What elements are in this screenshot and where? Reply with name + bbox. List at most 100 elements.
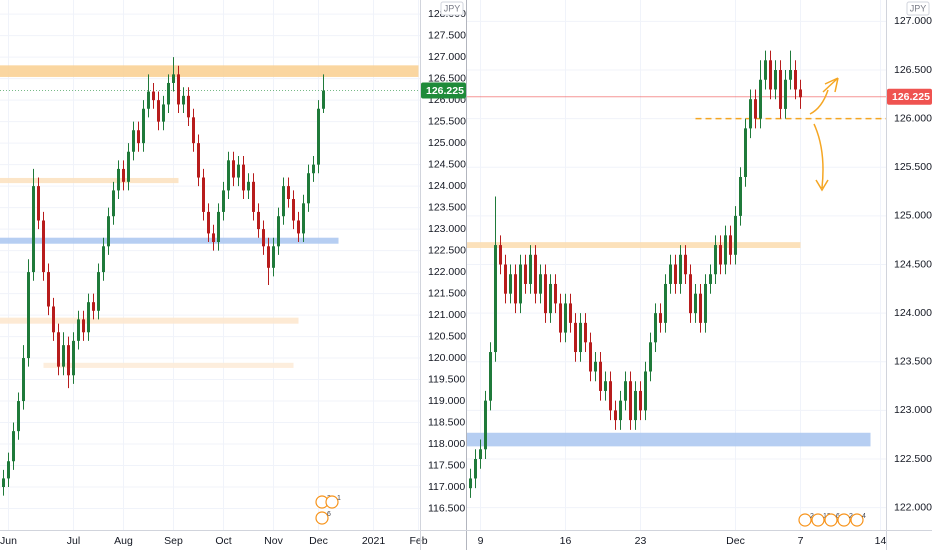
y-tick-label: 122.000 bbox=[428, 266, 466, 278]
y-tick-label: 123.000 bbox=[894, 404, 932, 416]
candle-body bbox=[729, 235, 732, 255]
candle-body bbox=[257, 211, 260, 230]
candle-body bbox=[292, 199, 295, 221]
candle-body bbox=[282, 186, 285, 217]
y-tick-label: 126.000 bbox=[894, 112, 932, 124]
event-count: 6 bbox=[327, 511, 331, 518]
candle-body bbox=[634, 390, 637, 421]
unit-label: JPY bbox=[444, 3, 461, 13]
x-tick-label: Dec bbox=[726, 535, 745, 547]
candle-body bbox=[579, 322, 582, 353]
candle-body bbox=[514, 274, 517, 304]
candle-body bbox=[629, 381, 632, 421]
x-tick-label: 16 bbox=[560, 535, 572, 547]
candle-body bbox=[147, 91, 150, 109]
candle-body bbox=[739, 176, 742, 216]
arrow-down bbox=[813, 123, 829, 192]
candle-body bbox=[604, 381, 607, 391]
event-marker bbox=[850, 513, 864, 527]
y-tick-label: 118.500 bbox=[428, 416, 465, 428]
event-marker bbox=[325, 495, 339, 509]
candle-body bbox=[112, 190, 115, 217]
candle-body bbox=[187, 95, 190, 118]
candle-body bbox=[699, 293, 702, 323]
candle-body bbox=[694, 293, 697, 314]
candle-body bbox=[47, 272, 50, 307]
event-marker bbox=[837, 513, 851, 527]
x-tick-label: Sep bbox=[164, 535, 183, 547]
candle-body bbox=[172, 74, 175, 83]
event-marker bbox=[798, 513, 812, 527]
candle-body bbox=[549, 283, 552, 314]
candle-body bbox=[554, 283, 557, 304]
y-tick-label: 123.500 bbox=[428, 201, 466, 213]
event-marker bbox=[811, 513, 825, 527]
y-tick-label: 127.500 bbox=[428, 29, 466, 41]
candle-body bbox=[689, 274, 692, 314]
candle-body bbox=[247, 181, 250, 191]
candle-body bbox=[67, 345, 70, 376]
y-tick-label: 121.000 bbox=[428, 309, 466, 321]
candle-body bbox=[7, 461, 10, 479]
event-marker bbox=[824, 513, 838, 527]
candle-body bbox=[302, 203, 305, 234]
unit-label: JPY bbox=[910, 3, 927, 13]
unit-box bbox=[906, 1, 930, 16]
candle-body bbox=[202, 177, 205, 212]
candle-body bbox=[774, 70, 777, 90]
candle-body bbox=[32, 186, 35, 273]
y-tick-label: 117.000 bbox=[428, 481, 465, 493]
candle-body bbox=[779, 70, 782, 109]
candle-body bbox=[277, 216, 280, 247]
event-count: 6 bbox=[836, 513, 840, 520]
unit-box bbox=[440, 1, 464, 16]
candle-body bbox=[479, 449, 482, 460]
arrow-up bbox=[809, 77, 839, 115]
y-tick-label: 127.000 bbox=[894, 15, 932, 27]
last-price-box bbox=[421, 82, 466, 99]
x-tick-label: 9 bbox=[478, 535, 484, 547]
zone bbox=[0, 177, 179, 184]
candle-body bbox=[312, 164, 315, 174]
candle-body bbox=[197, 143, 200, 178]
candle-body bbox=[609, 381, 612, 411]
candle-body bbox=[569, 303, 572, 323]
candle-body bbox=[27, 272, 30, 359]
event-count: 2 bbox=[810, 513, 814, 520]
candle-body bbox=[212, 233, 215, 243]
candle-body bbox=[659, 313, 662, 323]
candle-body bbox=[484, 400, 487, 450]
candle-body bbox=[474, 459, 477, 479]
candle-body bbox=[614, 410, 617, 421]
zone bbox=[0, 237, 339, 244]
y-tick-label: 117.500 bbox=[428, 459, 465, 471]
candle-body bbox=[524, 264, 527, 284]
y-tick-label: 124.500 bbox=[428, 158, 466, 170]
candle-body bbox=[237, 164, 240, 178]
candle-body bbox=[307, 173, 310, 204]
y-tick-label: 122.500 bbox=[894, 453, 932, 465]
candle-body bbox=[504, 264, 507, 294]
candle-body bbox=[117, 168, 120, 191]
candle-body bbox=[152, 91, 155, 101]
candle-body bbox=[639, 390, 642, 411]
event-count: 2 bbox=[849, 513, 853, 520]
candle-body bbox=[192, 117, 195, 144]
candle-body bbox=[92, 302, 95, 311]
candle-body bbox=[654, 313, 657, 343]
y-tick-label: 122.500 bbox=[428, 244, 466, 256]
candle-body bbox=[559, 303, 562, 333]
candle-body bbox=[97, 272, 100, 311]
x-tick-label: 7 bbox=[798, 535, 804, 547]
x-tick-label: 23 bbox=[635, 535, 647, 547]
y-tick-label: 126.500 bbox=[894, 64, 932, 76]
candle-body bbox=[489, 352, 492, 401]
candle-body bbox=[207, 211, 210, 234]
candle-body bbox=[262, 229, 265, 247]
x-tick-label: Feb bbox=[409, 535, 427, 547]
y-tick-label: 124.000 bbox=[428, 180, 466, 192]
candle-body bbox=[317, 108, 320, 165]
candle-body bbox=[72, 340, 75, 376]
event-marker bbox=[315, 511, 329, 525]
candle-body bbox=[22, 358, 25, 402]
